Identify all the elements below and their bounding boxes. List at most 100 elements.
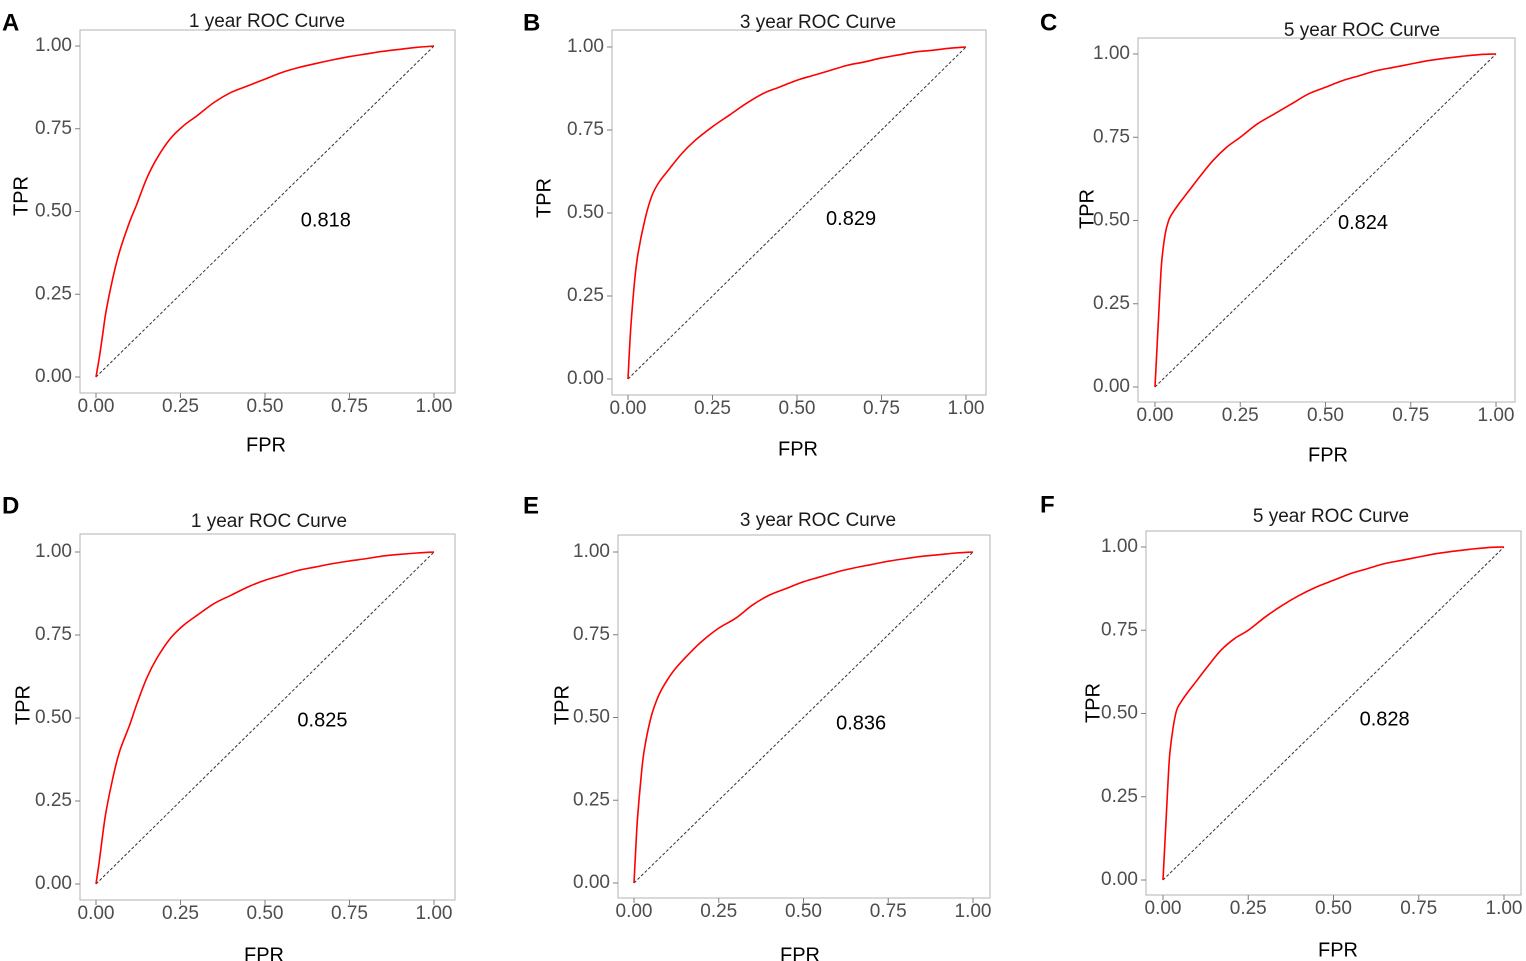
x-tick-label: 0.75: [1400, 898, 1437, 919]
x-tick-label: 0.50: [1307, 405, 1344, 426]
x-tick-label: 0.50: [247, 396, 284, 417]
x-tick-label: 0.25: [162, 396, 199, 417]
x-tick-label: 1.00: [1486, 898, 1523, 919]
roc-panel-d: D 1 year ROC Curve 0.00 0.25 0.50 0.75 1.00 0.0…: [2, 492, 456, 961]
x-tick-label: 0.00: [78, 396, 115, 417]
x-tick-label: 0.50: [785, 901, 822, 922]
x-tick-label: 0.00: [610, 398, 647, 419]
y-tick-label: 1.00: [1093, 43, 1130, 64]
x-tick-label: 0.00: [1145, 898, 1182, 919]
x-tick-label: 0.50: [1315, 898, 1352, 919]
x-axis-title: FPR: [1318, 939, 1358, 961]
x-tick-label: 0.00: [78, 903, 115, 924]
reference-diagonal: [633, 551, 974, 884]
y-tick-label: 1.00: [1101, 536, 1138, 557]
x-tick-label: 0.00: [1137, 405, 1174, 426]
roc-panel-f: F 5 year ROC Curve 0.00 0.25 0.50 0.75 1.00 0.0…: [1040, 491, 1522, 961]
y-tick-label: 0.75: [1093, 126, 1130, 147]
y-tick-label: 0.75: [567, 119, 604, 140]
y-tick-label: 0.00: [567, 368, 604, 389]
y-tick-label: 0.25: [1101, 786, 1138, 807]
reference-diagonal: [95, 45, 435, 378]
x-tick-label: 0.50: [779, 398, 816, 419]
x-axis-title: FPR: [780, 944, 820, 961]
reference-diagonal: [1154, 53, 1497, 388]
roc-panel-b: B 3 year ROC Curve 0.00 0.25 0.50 0.75 1.00 0.0…: [523, 9, 987, 460]
y-tick-label: 0.25: [1093, 293, 1130, 314]
x-tick-label: 1.00: [955, 901, 992, 922]
plot-frame: [79, 533, 456, 901]
y-tick-label: 0.75: [35, 624, 72, 645]
roc-panel-a: A 1 year ROC Curve 0.00 0.25 0.50 0.75 1.00 0.0…: [2, 9, 456, 456]
x-tick-label: 0.25: [1230, 898, 1267, 919]
roc-curve: [633, 551, 974, 884]
auc-label: 0.818: [301, 210, 351, 232]
x-tick-label: 0.50: [247, 903, 284, 924]
panel-letter: A: [2, 9, 19, 36]
roc-curve: [1154, 53, 1497, 388]
roc-curve: [95, 551, 435, 885]
y-tick-label: 0.75: [1101, 619, 1138, 640]
reference-diagonal: [95, 551, 435, 885]
y-tick-label: 0.25: [573, 789, 610, 810]
y-tick-label: 0.50: [1101, 703, 1138, 724]
panel-letter: D: [2, 492, 19, 519]
y-tick-label: 0.25: [567, 285, 604, 306]
x-tick-label: 0.25: [694, 398, 731, 419]
y-axis-title: TPR: [551, 685, 573, 725]
chart-title: 3 year ROC Curve: [740, 12, 896, 33]
x-axis-title: FPR: [244, 944, 284, 961]
y-tick-label: 0.25: [35, 790, 72, 811]
panel-letter: E: [523, 492, 539, 519]
y-tick-label: 0.50: [567, 202, 604, 223]
x-tick-label: 0.00: [616, 901, 653, 922]
y-tick-label: 0.25: [35, 283, 72, 304]
chart-title: 5 year ROC Curve: [1253, 506, 1409, 527]
roc-panel-c: C 5 year ROC Curve 0.00 0.25 0.50 0.75 1.00 0.0…: [1040, 9, 1516, 466]
auc-label: 0.828: [1360, 708, 1410, 730]
x-tick-label: 0.75: [331, 903, 368, 924]
auc-label: 0.825: [297, 710, 347, 732]
x-tick-label: 0.75: [331, 396, 368, 417]
x-tick-label: 0.25: [700, 901, 737, 922]
y-tick-label: 0.50: [35, 707, 72, 728]
x-tick-label: 0.25: [162, 903, 199, 924]
y-tick-label: 0.50: [573, 707, 610, 728]
chart-title: 1 year ROC Curve: [189, 11, 345, 32]
y-tick-label: 0.75: [35, 118, 72, 139]
x-tick-label: 0.25: [1222, 405, 1259, 426]
x-axis-title: FPR: [246, 434, 286, 456]
y-tick-label: 0.00: [35, 366, 72, 387]
y-axis-title: TPR: [1076, 189, 1098, 229]
y-tick-label: 1.00: [573, 541, 610, 562]
x-axis-title: FPR: [778, 438, 818, 460]
y-axis-title: TPR: [533, 178, 555, 218]
x-tick-label: 1.00: [1478, 405, 1515, 426]
x-tick-label: 1.00: [416, 396, 453, 417]
y-axis-title: TPR: [1082, 683, 1104, 723]
y-tick-label: 0.00: [35, 873, 72, 894]
x-tick-label: 0.75: [863, 398, 900, 419]
y-tick-label: 0.75: [573, 624, 610, 645]
panel-letter: F: [1040, 491, 1055, 518]
y-tick-label: 0.00: [573, 872, 610, 893]
y-tick-label: 1.00: [35, 35, 72, 56]
auc-label: 0.824: [1338, 212, 1388, 234]
x-axis-title: FPR: [1308, 444, 1348, 466]
y-tick-label: 0.00: [1093, 376, 1130, 397]
y-tick-label: 0.50: [35, 201, 72, 222]
y-tick-label: 1.00: [567, 36, 604, 57]
y-tick-label: 0.50: [1093, 210, 1130, 231]
x-tick-label: 1.00: [948, 398, 985, 419]
auc-label: 0.836: [836, 712, 886, 734]
panel-letter: B: [523, 9, 540, 36]
roc-panel-e: E 3 year ROC Curve 0.00 0.25 0.50 0.75 1.00 0.0…: [523, 492, 991, 961]
y-axis-title: TPR: [10, 176, 32, 216]
auc-label: 0.829: [826, 208, 876, 230]
plot-frame: [79, 29, 456, 394]
y-tick-label: 1.00: [35, 541, 72, 562]
roc-curve: [1162, 546, 1505, 881]
panel-letter: C: [1040, 9, 1057, 36]
x-tick-label: 0.75: [1392, 405, 1429, 426]
